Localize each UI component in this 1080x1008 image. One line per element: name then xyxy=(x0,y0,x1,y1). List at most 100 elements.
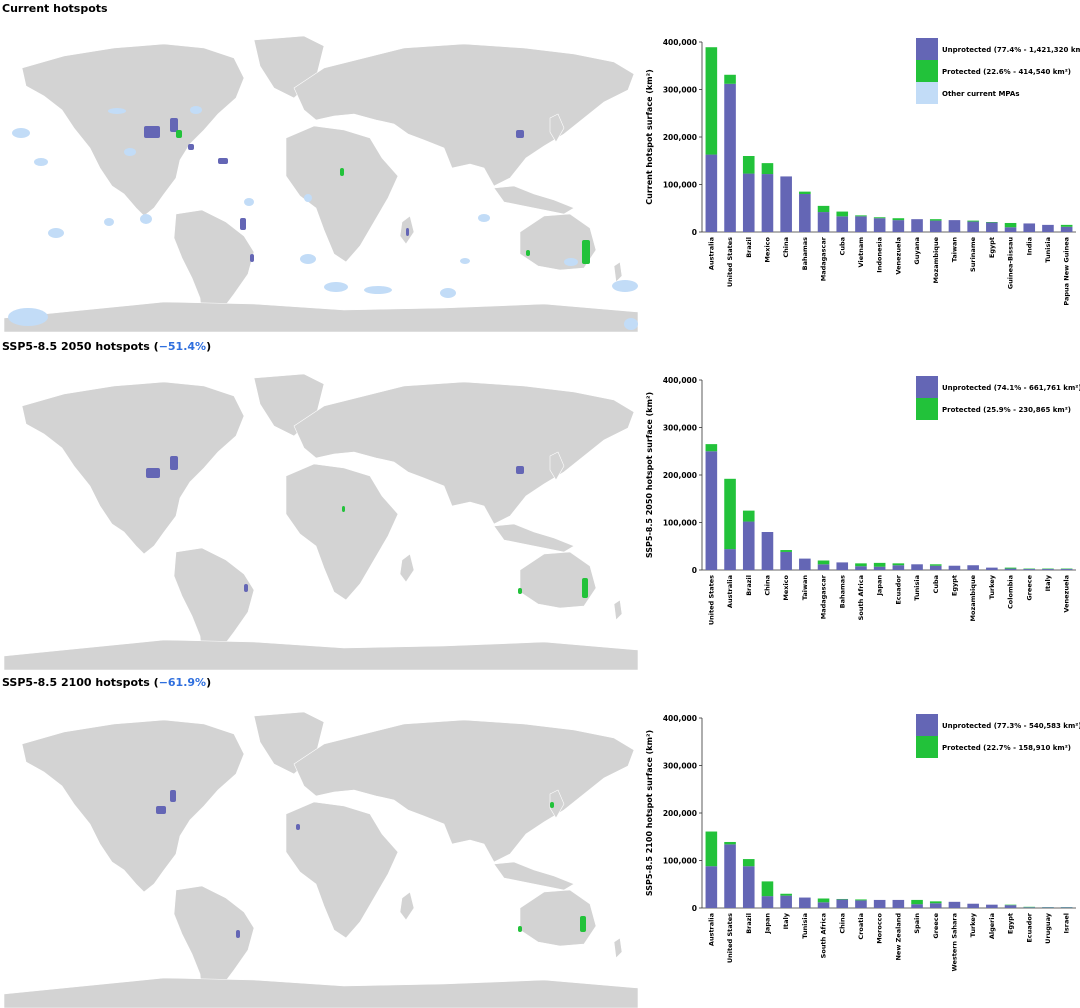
x-tick-label: Tunisia xyxy=(801,913,809,939)
y-tick-label: 200,000 xyxy=(663,471,697,480)
x-tick-label: United States xyxy=(726,237,734,287)
x-tick-label: Morocco xyxy=(876,912,884,943)
bar-unprotected xyxy=(836,562,849,570)
bar-unprotected xyxy=(836,216,849,232)
hotspot-region xyxy=(518,588,522,594)
legend-swatch xyxy=(916,376,938,398)
x-tick-label: New Zealand xyxy=(894,913,902,961)
x-tick-label: Greece xyxy=(932,912,940,938)
hotspot-region xyxy=(342,506,345,512)
legend-label: Unprotected (77.4% - 1,421,320 km²) xyxy=(942,46,1080,54)
bar-unprotected xyxy=(1060,907,1073,908)
x-tick-label: Ecuador xyxy=(1025,912,1033,942)
bar-unprotected xyxy=(1060,569,1073,570)
bar-protected xyxy=(799,191,811,194)
bar-unprotected xyxy=(967,221,979,232)
bar-unprotected xyxy=(892,899,905,908)
land-antarctica xyxy=(4,977,638,1008)
legend-swatch xyxy=(916,82,938,104)
y-tick-label: 200,000 xyxy=(663,809,697,818)
hotspot-region xyxy=(516,466,524,474)
bar-unprotected xyxy=(724,549,736,570)
x-tick-label: Mexico xyxy=(782,574,790,600)
bar-unprotected xyxy=(1004,227,1017,232)
bar-protected xyxy=(742,510,755,522)
bar-unprotected xyxy=(817,564,830,570)
bar-unprotected xyxy=(761,174,774,232)
mpa-patch xyxy=(124,148,136,156)
x-tick-label: Egypt xyxy=(950,575,958,596)
world-map xyxy=(4,35,638,332)
land-southeast-asia xyxy=(493,861,575,891)
bar-protected xyxy=(855,215,867,217)
bar-protected xyxy=(761,163,774,175)
hotspot-region xyxy=(580,916,586,932)
land-australia xyxy=(519,551,597,609)
land-antarctica xyxy=(4,639,638,670)
x-tick-label: Mozambique xyxy=(969,574,977,621)
x-tick-label: Madagascar xyxy=(820,236,828,281)
mpa-patch xyxy=(8,308,48,326)
bar-protected xyxy=(817,205,830,213)
land-africa xyxy=(285,801,399,939)
land-japan xyxy=(549,113,565,143)
hotspot-region xyxy=(582,578,588,598)
land-new-zealand xyxy=(613,599,623,621)
bar-unprotected xyxy=(817,212,830,232)
bar-unprotected xyxy=(986,222,998,232)
bar-protected xyxy=(724,74,736,84)
mpa-patch xyxy=(324,282,348,292)
land-southeast-asia xyxy=(493,523,575,553)
y-tick-label: 300,000 xyxy=(663,762,697,771)
land-north-america xyxy=(21,381,245,555)
bar-protected xyxy=(967,220,979,222)
bar-unprotected xyxy=(742,521,755,570)
legend-label: Protected (25.9% - 230,865 km²) xyxy=(942,406,1071,414)
y-axis-label: SSP5-8.5 2050 hotspot surface (km²) xyxy=(645,392,654,558)
bar-unprotected xyxy=(1004,568,1017,570)
mpa-patch xyxy=(104,218,114,226)
bar-chart: 0 100,000 200,000 300,000 400,000 SSP5-8.5 21… xyxy=(645,714,1080,972)
bar-unprotected xyxy=(1060,226,1073,232)
bar-protected xyxy=(836,211,849,217)
x-tick-label: Tunisia xyxy=(913,575,921,601)
legend-label: Unprotected (77.3% - 540,583 km²) xyxy=(942,722,1080,730)
hotspot-region xyxy=(170,118,178,132)
hotspot-region xyxy=(236,930,240,938)
bar-unprotected xyxy=(873,566,886,570)
x-tick-label: Mexico xyxy=(763,236,771,262)
bar-protected xyxy=(892,218,905,221)
land-africa xyxy=(285,463,399,601)
bar-protected xyxy=(742,859,755,867)
bar-unprotected xyxy=(799,897,811,908)
x-tick-label: South Africa xyxy=(820,913,828,958)
mpa-patch xyxy=(244,198,254,206)
x-tick-label: Guinea-Bissau xyxy=(1007,237,1015,290)
mpa-patch xyxy=(190,106,202,114)
bar-unprotected xyxy=(986,567,998,570)
bar-protected xyxy=(929,901,942,904)
hotspot-region xyxy=(518,926,522,932)
bar-protected xyxy=(817,560,830,565)
x-tick-label: China xyxy=(838,913,846,934)
hotspot-region xyxy=(582,240,590,264)
bar-unprotected xyxy=(817,902,830,908)
mpa-patch xyxy=(140,214,152,224)
land-southeast-asia xyxy=(493,185,575,215)
bar-unprotected xyxy=(929,220,942,232)
hotspot-region xyxy=(526,250,530,256)
land-africa xyxy=(285,125,399,263)
x-tick-label: Italy xyxy=(1044,574,1052,591)
y-tick-label: 0 xyxy=(692,566,697,575)
legend-label: Unprotected (74.1% - 661,761 km²) xyxy=(942,384,1080,392)
hotspot-region xyxy=(340,168,344,176)
bar-unprotected xyxy=(911,564,923,570)
bar-protected xyxy=(761,881,774,897)
x-tick-label: Australia xyxy=(707,913,715,946)
bar-protected xyxy=(929,219,942,221)
mpa-patch xyxy=(440,288,456,298)
bar-protected xyxy=(705,831,718,867)
x-tick-label: Taiwan xyxy=(950,237,958,263)
bar-unprotected xyxy=(873,218,886,232)
mpa-patch xyxy=(12,128,30,138)
